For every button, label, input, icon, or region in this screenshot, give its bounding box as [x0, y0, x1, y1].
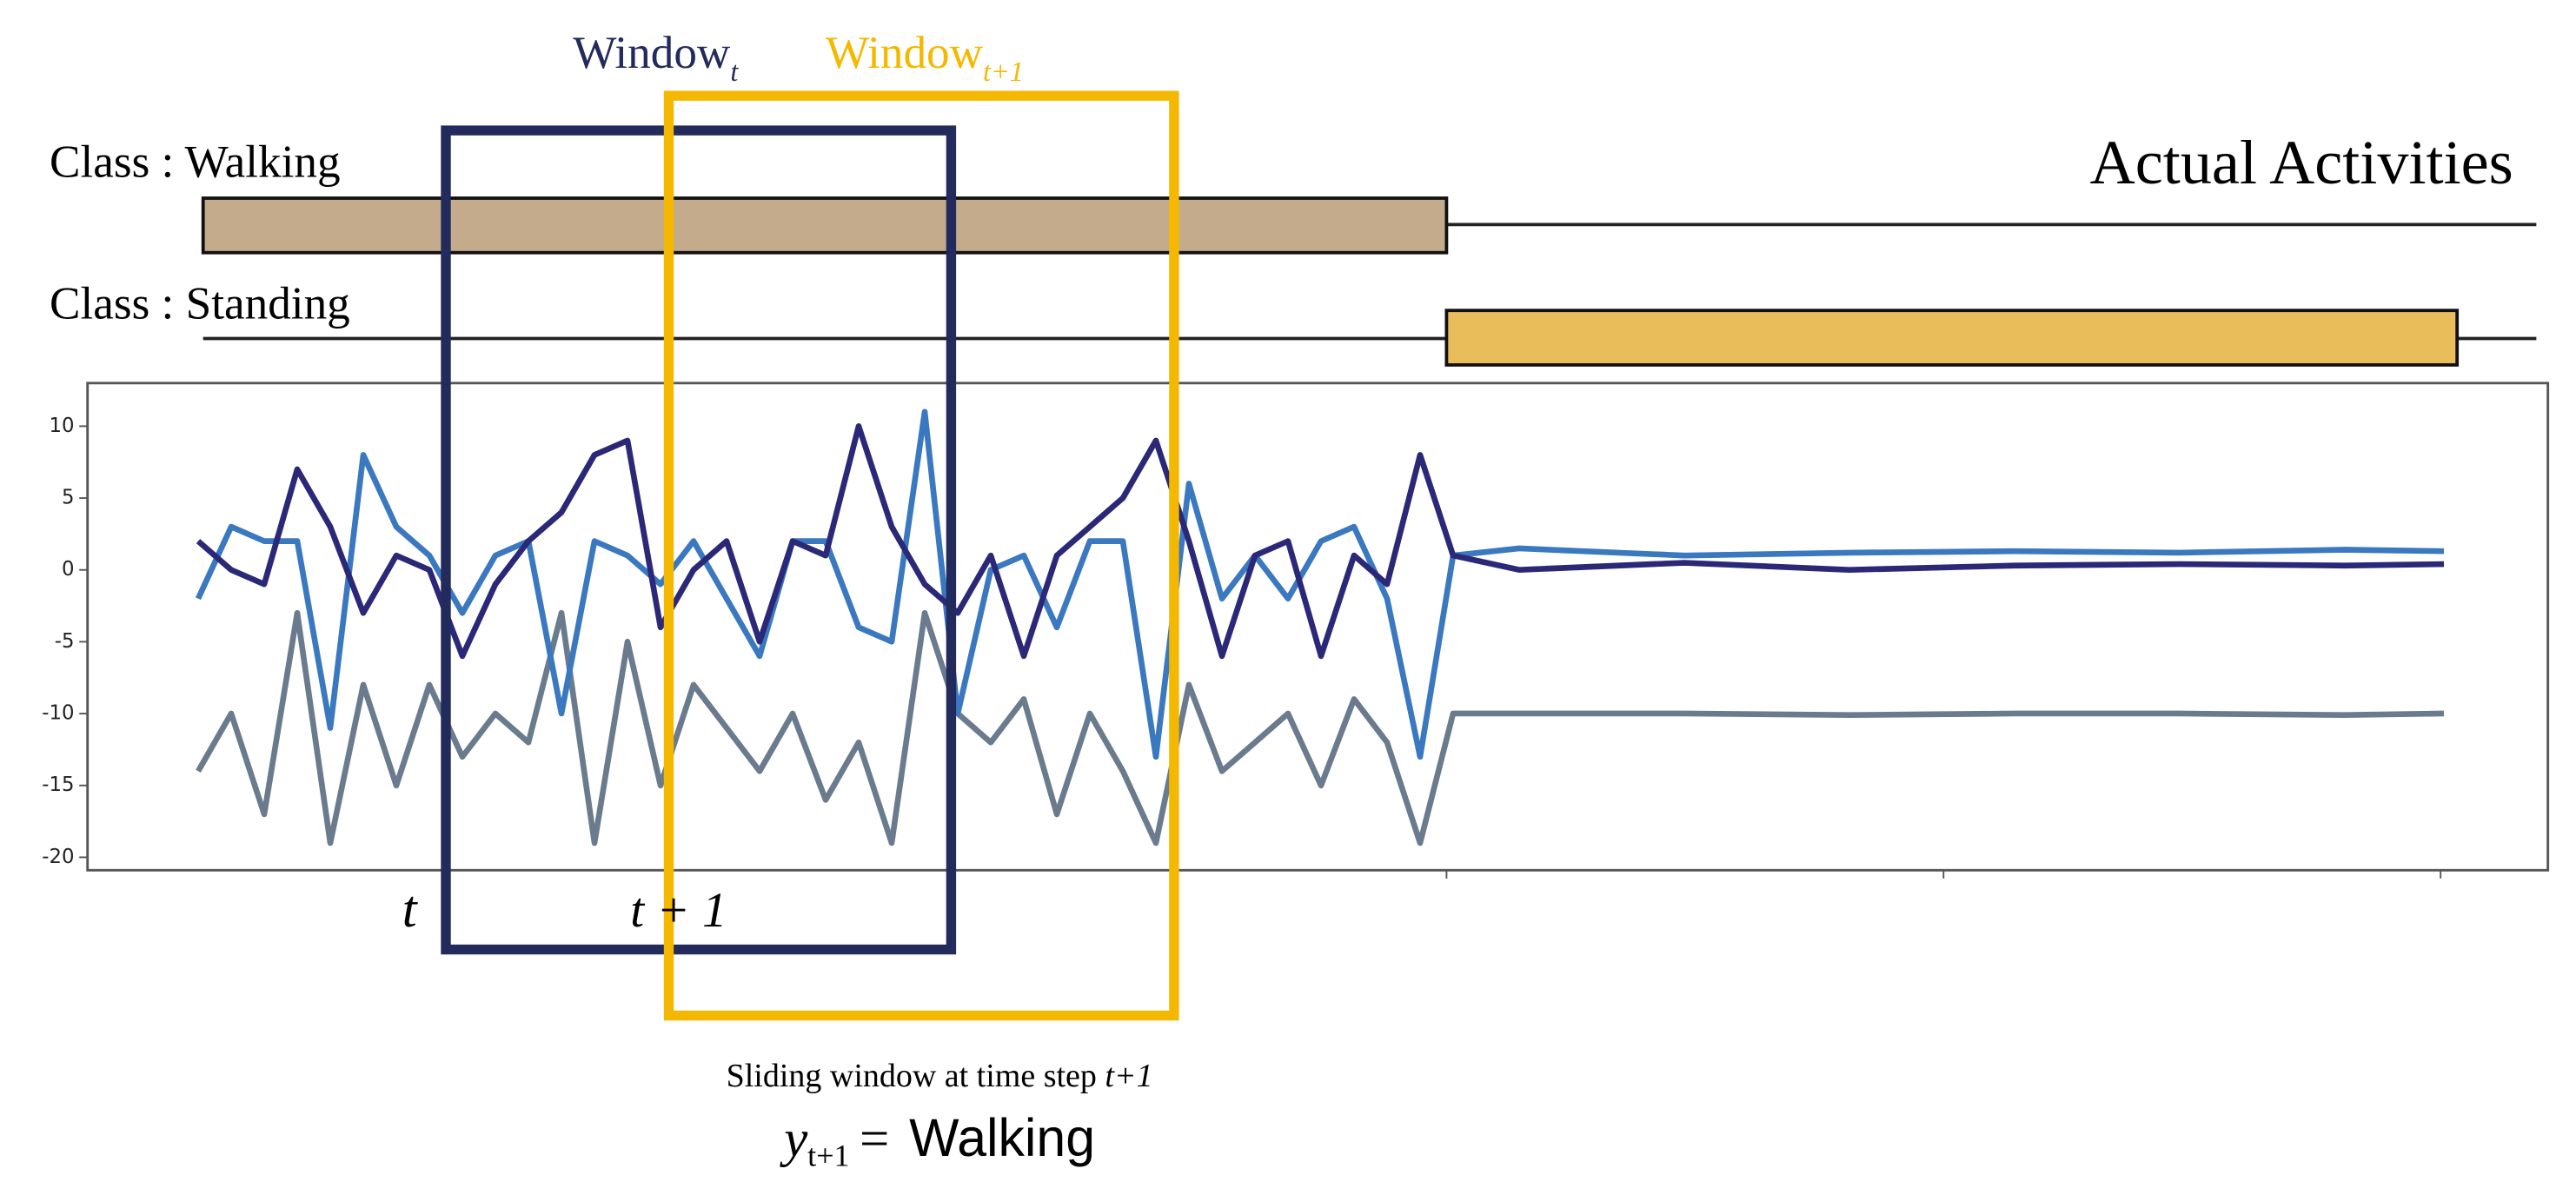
class-label: Class : Standing	[50, 278, 350, 329]
time-label: t	[402, 880, 419, 939]
prediction-subscript: t+1	[807, 1138, 849, 1172]
window-label: Windowt	[573, 27, 739, 87]
caption-step: t+1	[1105, 1058, 1152, 1094]
window-subscript: t+1	[983, 56, 1024, 87]
window-name: Window	[826, 27, 984, 78]
y-tick-label: 10	[50, 415, 75, 437]
window-t1	[663, 90, 1179, 1021]
chart-frame	[86, 382, 2550, 872]
window-label: Windowt+1	[826, 27, 1024, 87]
y-tick-label: -20	[42, 846, 74, 868]
time-label: t + 1	[630, 883, 727, 938]
window-name: Window	[573, 27, 731, 78]
y-tick-label: 5	[62, 487, 75, 509]
prediction: yt+1 = Walking	[779, 1108, 1095, 1172]
class-label: Class : Walking	[50, 136, 341, 187]
title: Actual Activities	[2090, 128, 2513, 197]
y-tick-label: -15	[42, 774, 74, 796]
walking-bar	[201, 196, 1449, 255]
caption: Sliding window at time step t+1	[727, 1058, 1153, 1094]
window-t	[441, 125, 957, 955]
y-tick-label: -5	[55, 630, 75, 653]
y-tick-label: -10	[42, 702, 74, 725]
caption-text: Sliding window at time step	[727, 1058, 1105, 1094]
prediction-symbol: y	[779, 1110, 807, 1168]
standing-bar	[1444, 309, 2460, 367]
y-tick-label: 0	[62, 558, 75, 581]
prediction-value: Walking	[909, 1108, 1095, 1167]
window-subscript: t	[730, 56, 739, 87]
prediction-equals: =	[860, 1110, 889, 1168]
